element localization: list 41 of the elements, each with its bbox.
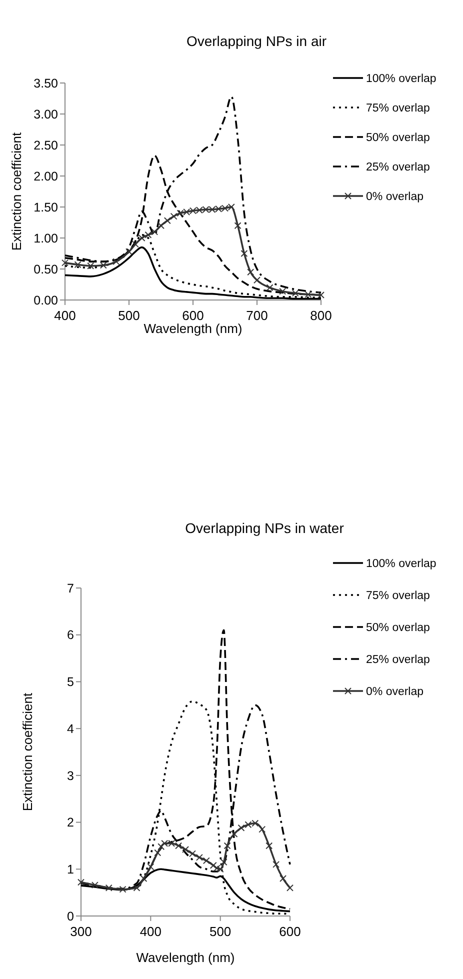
- y-tick-label: 6: [67, 628, 74, 642]
- y-tick-label: 4: [67, 722, 74, 736]
- chart-title: Overlapping NPs in water: [185, 520, 344, 536]
- y-tick-label: 2.00: [34, 169, 58, 184]
- x-tick-label: 600: [279, 924, 301, 939]
- y-tick-label: 0.50: [34, 262, 58, 276]
- y-tick-label: 0: [67, 909, 74, 924]
- y-tick-label: 2.50: [34, 138, 58, 152]
- x-axis-title: Wavelength (nm): [144, 321, 242, 336]
- y-tick-label: 3: [67, 768, 74, 783]
- y-tick-label: 1.00: [34, 231, 58, 246]
- x-tick-label: 400: [54, 308, 76, 323]
- chart-title: Overlapping NPs in air: [186, 33, 327, 49]
- legend-label: 100% overlap: [366, 558, 436, 570]
- x-tick-label: 300: [70, 924, 92, 939]
- y-axis-title: Extinction coefficient: [9, 132, 24, 251]
- x-axis-title: Wavelength (nm): [136, 950, 235, 965]
- legend-label: 0% overlap: [366, 686, 424, 698]
- x-tick-label: 800: [310, 308, 332, 323]
- legend-label: 75% overlap: [366, 590, 430, 602]
- x-tick-label: 700: [246, 308, 268, 323]
- legend-label: 75% overlap: [366, 102, 430, 115]
- y-tick-label: 5: [67, 675, 74, 690]
- legend-label: 0% overlap: [366, 191, 424, 204]
- legend-label: 100% overlap: [366, 73, 436, 86]
- legend-label: 50% overlap: [366, 622, 430, 634]
- y-tick-label: 7: [67, 581, 74, 596]
- y-tick-label: 3.50: [34, 76, 58, 90]
- y-tick-label: 2: [67, 816, 74, 830]
- legend-label: 25% overlap: [366, 654, 430, 666]
- y-tick-label: 0.00: [34, 293, 58, 308]
- y-tick-label: 3.00: [34, 107, 58, 122]
- x-tick-label: 600: [182, 308, 204, 323]
- x-tick-label: 500: [118, 308, 140, 323]
- y-axis-title: Extinction coefficient: [20, 692, 35, 812]
- x-tick-label: 500: [209, 924, 232, 939]
- legend-label: 50% overlap: [366, 132, 430, 144]
- x-tick-label: 400: [140, 924, 162, 939]
- legend-label: 25% overlap: [366, 162, 430, 174]
- y-tick-label: 1: [67, 862, 74, 877]
- y-tick-label: 1.50: [34, 200, 58, 214]
